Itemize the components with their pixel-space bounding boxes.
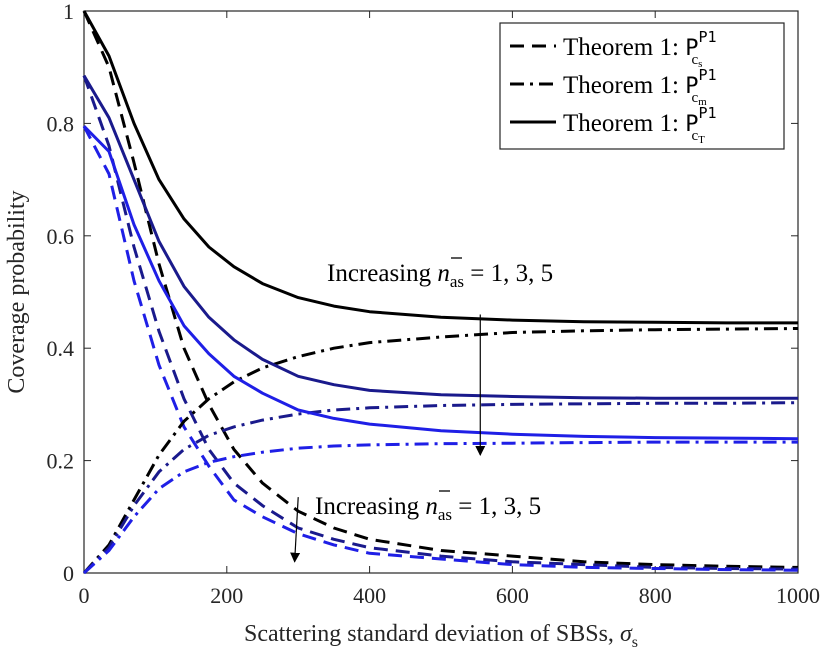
- y-axis-label: Coverage probability: [4, 190, 30, 393]
- legend-entry-2: Theorem 1: PP1 cm: [510, 66, 717, 108]
- legend-entry-3: Theorem 1: PP1 cT: [510, 104, 717, 146]
- series-line-9: [82, 125, 799, 441]
- y-tick-label: 0.6: [47, 224, 75, 249]
- annotation-text: Increasing nas = 1, 3, 5: [315, 493, 541, 524]
- y-axis: 0 0.2 0.4 0.6 0.8 1: [47, 0, 798, 586]
- y-tick-label: 0.4: [47, 336, 75, 361]
- legend-label: Theorem 1: PP1 cs: [563, 28, 717, 70]
- y-tick-label: 0: [63, 561, 74, 586]
- annotations: Increasing nas = 1, 3, 5 Increasing nas =…: [290, 257, 553, 563]
- x-axis-label-sub: s: [632, 634, 638, 649]
- series-group: [82, 10, 799, 575]
- legend-entry-1: Theorem 1: PP1 cs: [510, 28, 717, 70]
- x-axis-label-text: Scattering standard deviation of SBSs,: [244, 621, 620, 647]
- annotation-1: Increasing nas = 1, 3, 5: [327, 257, 553, 456]
- x-tick-label: 0: [79, 583, 90, 608]
- legend-label: Theorem 1: PP1 cm: [563, 66, 717, 108]
- x-tick-label: 600: [496, 583, 529, 608]
- series-line-5: [82, 401, 799, 575]
- series-line-7: [82, 10, 798, 325]
- series-line-3: [82, 125, 799, 572]
- x-tick-label: 1000: [776, 583, 820, 608]
- axes-frame: [83, 10, 799, 574]
- y-tick-label: 0.8: [47, 111, 75, 136]
- annotation-arrow: [290, 497, 301, 563]
- legend-label: Theorem 1: PP1 cT: [563, 104, 717, 146]
- series-line-8: [82, 74, 798, 400]
- legend-box: [499, 22, 785, 150]
- x-axis-label: Scattering standard deviation of SBSs, σ…: [244, 621, 638, 649]
- y-tick-label: 0.2: [47, 449, 75, 474]
- x-axis: 0 200 400 600 800 1000: [79, 11, 820, 608]
- annotation-text: Increasing nas = 1, 3, 5: [327, 260, 553, 291]
- annotation-2: Increasing nas = 1, 3, 5: [290, 490, 541, 563]
- x-tick-label: 800: [639, 583, 672, 608]
- series-line-2: [82, 75, 799, 571]
- y-tick-label: 1: [63, 0, 74, 24]
- axes-box: [83, 10, 799, 574]
- x-axis-label-sigma: σ: [620, 621, 633, 647]
- x-tick-label: 200: [210, 583, 243, 608]
- x-tick-label: 400: [353, 583, 386, 608]
- series-line-4: [82, 327, 799, 574]
- series-line-1: [82, 10, 799, 569]
- series-line-6: [82, 440, 798, 575]
